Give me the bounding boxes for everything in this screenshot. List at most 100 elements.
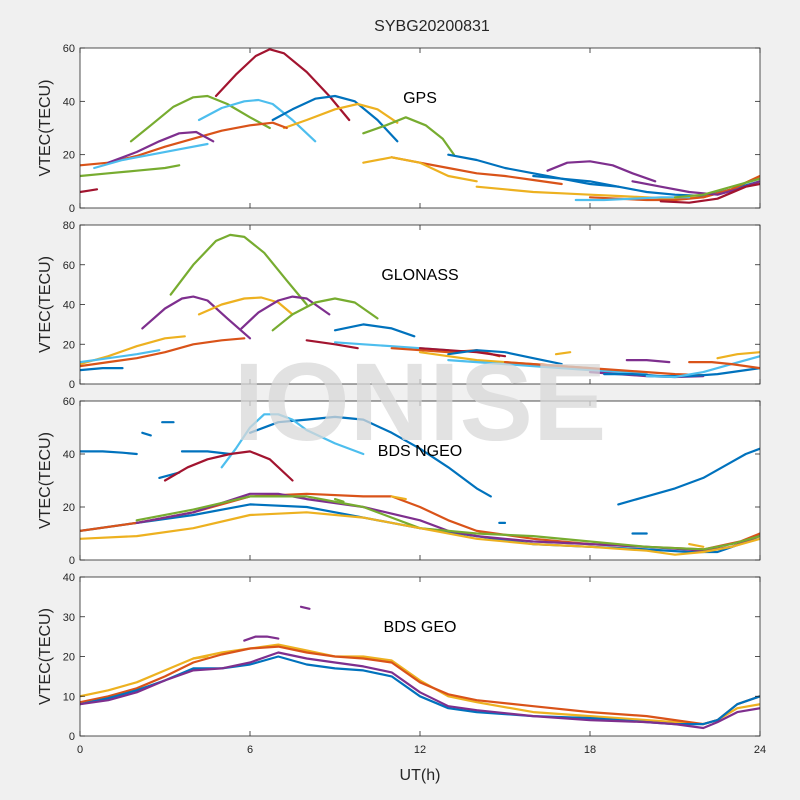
series-line-bds-ngeo-1 [141, 431, 152, 437]
series-line-bds-ngeo-16 [390, 495, 407, 501]
series-line-glonass-16 [447, 359, 648, 376]
series-line-gps-13 [447, 153, 620, 188]
series-line-glonass-24 [716, 351, 760, 360]
series-line-glonass-17 [503, 361, 705, 377]
series-line-gps-20 [659, 182, 760, 204]
series-line-glonass-3 [240, 295, 331, 330]
series-line-glonass-9 [305, 339, 359, 350]
y-tick-label: 0 [69, 203, 75, 215]
plot-area-glonass [80, 225, 760, 384]
x-tick-label: 6 [247, 744, 253, 756]
series-group-gps [80, 48, 760, 204]
series-line-bds-geo-3 [80, 651, 760, 730]
series-line-glonass-18 [554, 351, 572, 356]
y-tick-label: 60 [63, 43, 75, 55]
series-line-glonass-23 [688, 361, 760, 370]
series-line-glonass-1 [141, 295, 252, 340]
y-axis-label-bds-ngeo: VTEC(TECU) [37, 432, 54, 529]
panel-label-bds-geo: BDS GEO [384, 619, 457, 636]
panel-label-glonass: GLONASS [381, 267, 458, 284]
series-line-bds-geo-2 [80, 655, 760, 726]
series-line-gps-19 [574, 196, 691, 202]
y-tick-label: 40 [63, 96, 75, 108]
series-group-glonass [80, 233, 760, 379]
y-tick-label: 20 [63, 502, 75, 514]
series-line-gps-7 [107, 130, 215, 164]
y-tick-label: 60 [63, 260, 75, 272]
y-tick-label: 40 [63, 572, 75, 584]
series-line-gps-12 [362, 156, 478, 183]
y-tick-label: 0 [69, 379, 75, 391]
series-line-gps-14 [546, 160, 657, 183]
series-group-bds-ngeo [80, 413, 760, 556]
series-line-glonass-10 [333, 323, 416, 338]
series-line-bds-ngeo-7 [220, 413, 365, 469]
x-tick-label: 18 [584, 744, 596, 756]
y-tick-label: 10 [63, 691, 75, 703]
series-line-gps-8 [93, 142, 209, 170]
plot-area-gps [80, 48, 760, 208]
y-axis-label-bds-geo: VTEC(TECU) [37, 608, 54, 705]
series-line-gps-9 [80, 164, 181, 178]
y-tick-label: 60 [63, 396, 75, 408]
panel-label-gps: GPS [403, 90, 437, 107]
y-tick-label: 40 [63, 449, 75, 461]
series-line-gps-21 [673, 177, 760, 199]
y-tick-label: 20 [63, 339, 75, 351]
panel-gps: 0 20 40 60 VTEC(TECU) GPS [37, 43, 761, 215]
series-line-glonass-7 [80, 349, 161, 364]
series-line-glonass-2 [197, 296, 294, 316]
series-line-gps-5 [362, 116, 456, 156]
y-tick-label: 20 [63, 150, 75, 162]
x-tick-label: 12 [414, 744, 426, 756]
y-tick-label: 40 [63, 300, 75, 312]
series-line-bds-geo-4 [243, 635, 280, 642]
series-line-glonass-8 [80, 367, 124, 372]
series-line-glonass-0 [169, 233, 308, 306]
series-line-bds-geo-6 [192, 655, 209, 660]
series-line-bds-geo-5 [299, 605, 311, 610]
y-tick-label: 30 [63, 612, 75, 624]
y-axis-label-gps: VTEC(TECU) [37, 80, 54, 177]
series-line-gps-1 [129, 94, 271, 143]
y-axis-label-glonass: VTEC(TECU) [37, 256, 54, 353]
panel-bds-geo: 0 10 20 30 40 0 6 12 18 24 VTEC(TECU) BDS GEO [37, 572, 766, 756]
series-line-glonass-14 [447, 349, 563, 366]
series-line-glonass-21 [603, 367, 760, 378]
y-tick-label: 0 [69, 555, 75, 567]
series-line-bds-ngeo-9 [617, 447, 760, 506]
series-group-bds-geo [80, 605, 760, 730]
series-line-bds-ngeo-4 [180, 450, 232, 456]
series-line-gps-4 [282, 102, 399, 130]
watermark: IONISE [234, 341, 607, 464]
panel-glonass: 0 20 40 60 80 VTEC(TECU) GLONASS [37, 220, 761, 391]
y-tick-label: 0 [69, 731, 75, 743]
series-line-bds-ngeo-18 [688, 542, 705, 548]
panel-bds-ngeo: 0 20 40 60 VTEC(TECU) BDS NGEO [37, 396, 761, 567]
series-line-bds-ngeo-8 [163, 450, 294, 482]
figure-title: SYBG20200831 [374, 18, 490, 35]
series-line-gps-3 [271, 94, 399, 143]
series-line-gps-10 [80, 188, 99, 194]
panel-label-bds-ngeo: BDS NGEO [378, 443, 462, 460]
x-tick-label: 24 [754, 744, 766, 756]
x-axis-label: UT(h) [400, 767, 441, 784]
series-line-glonass-22 [645, 355, 760, 379]
series-line-bds-ngeo-14 [135, 495, 760, 551]
series-line-bds-geo-1 [80, 645, 760, 726]
series-line-glonass-6 [80, 337, 246, 368]
series-line-gps-2 [197, 98, 317, 143]
series-line-bds-ngeo-17 [333, 498, 345, 503]
series-line-gps-0 [214, 48, 351, 122]
y-tick-label: 80 [63, 220, 75, 232]
series-line-glonass-4 [271, 297, 379, 332]
series-line-glonass-19 [625, 359, 671, 364]
x-tick-label: 0 [77, 744, 83, 756]
y-tick-label: 20 [63, 652, 75, 664]
series-line-bds-geo-0 [80, 643, 760, 726]
series-line-bds-ngeo-0 [80, 450, 138, 456]
plot-area-bds-geo [80, 577, 760, 736]
series-line-bds-ngeo-15 [80, 511, 760, 556]
